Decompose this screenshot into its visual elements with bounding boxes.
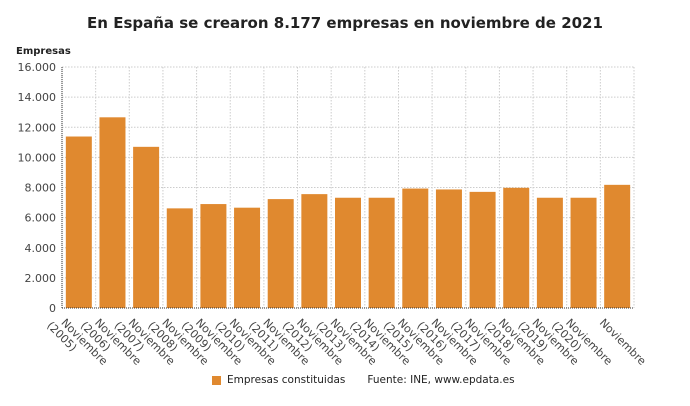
bar <box>604 184 631 308</box>
chart-title: En España se crearon 8.177 empresas en n… <box>87 14 603 32</box>
y-tick-label: 6.000 <box>25 212 57 225</box>
bar <box>133 146 160 308</box>
bar <box>301 194 328 308</box>
y-axis-label: Empresas <box>16 46 71 57</box>
source-text: Fuente: INE, www.epdata.es <box>367 374 515 386</box>
y-tick-label: 0 <box>49 302 56 315</box>
bar <box>267 199 294 308</box>
bar <box>99 117 126 308</box>
bar <box>435 189 462 308</box>
bar <box>200 204 227 308</box>
y-tick-label: 2.000 <box>25 272 57 285</box>
y-tick-label: 16.000 <box>18 61 57 74</box>
y-tick-label: 8.000 <box>25 182 57 195</box>
bar <box>570 197 597 308</box>
legend-label: Empresas constituidas <box>227 374 346 386</box>
legend: Empresas constituidas Fuente: INE, www.e… <box>212 374 515 386</box>
bar <box>469 191 496 308</box>
bar <box>503 187 530 308</box>
bar <box>536 197 563 308</box>
y-tick-label: 12.000 <box>18 121 57 134</box>
bar <box>65 136 92 308</box>
bar <box>368 197 395 308</box>
bar <box>402 188 429 308</box>
bar <box>166 208 193 308</box>
bar <box>335 197 361 308</box>
y-tick-label: 14.000 <box>18 91 57 104</box>
legend-swatch <box>212 375 221 385</box>
bar <box>234 207 261 308</box>
y-tick-label: 4.000 <box>25 242 57 255</box>
y-tick-label: 10.000 <box>18 151 57 164</box>
